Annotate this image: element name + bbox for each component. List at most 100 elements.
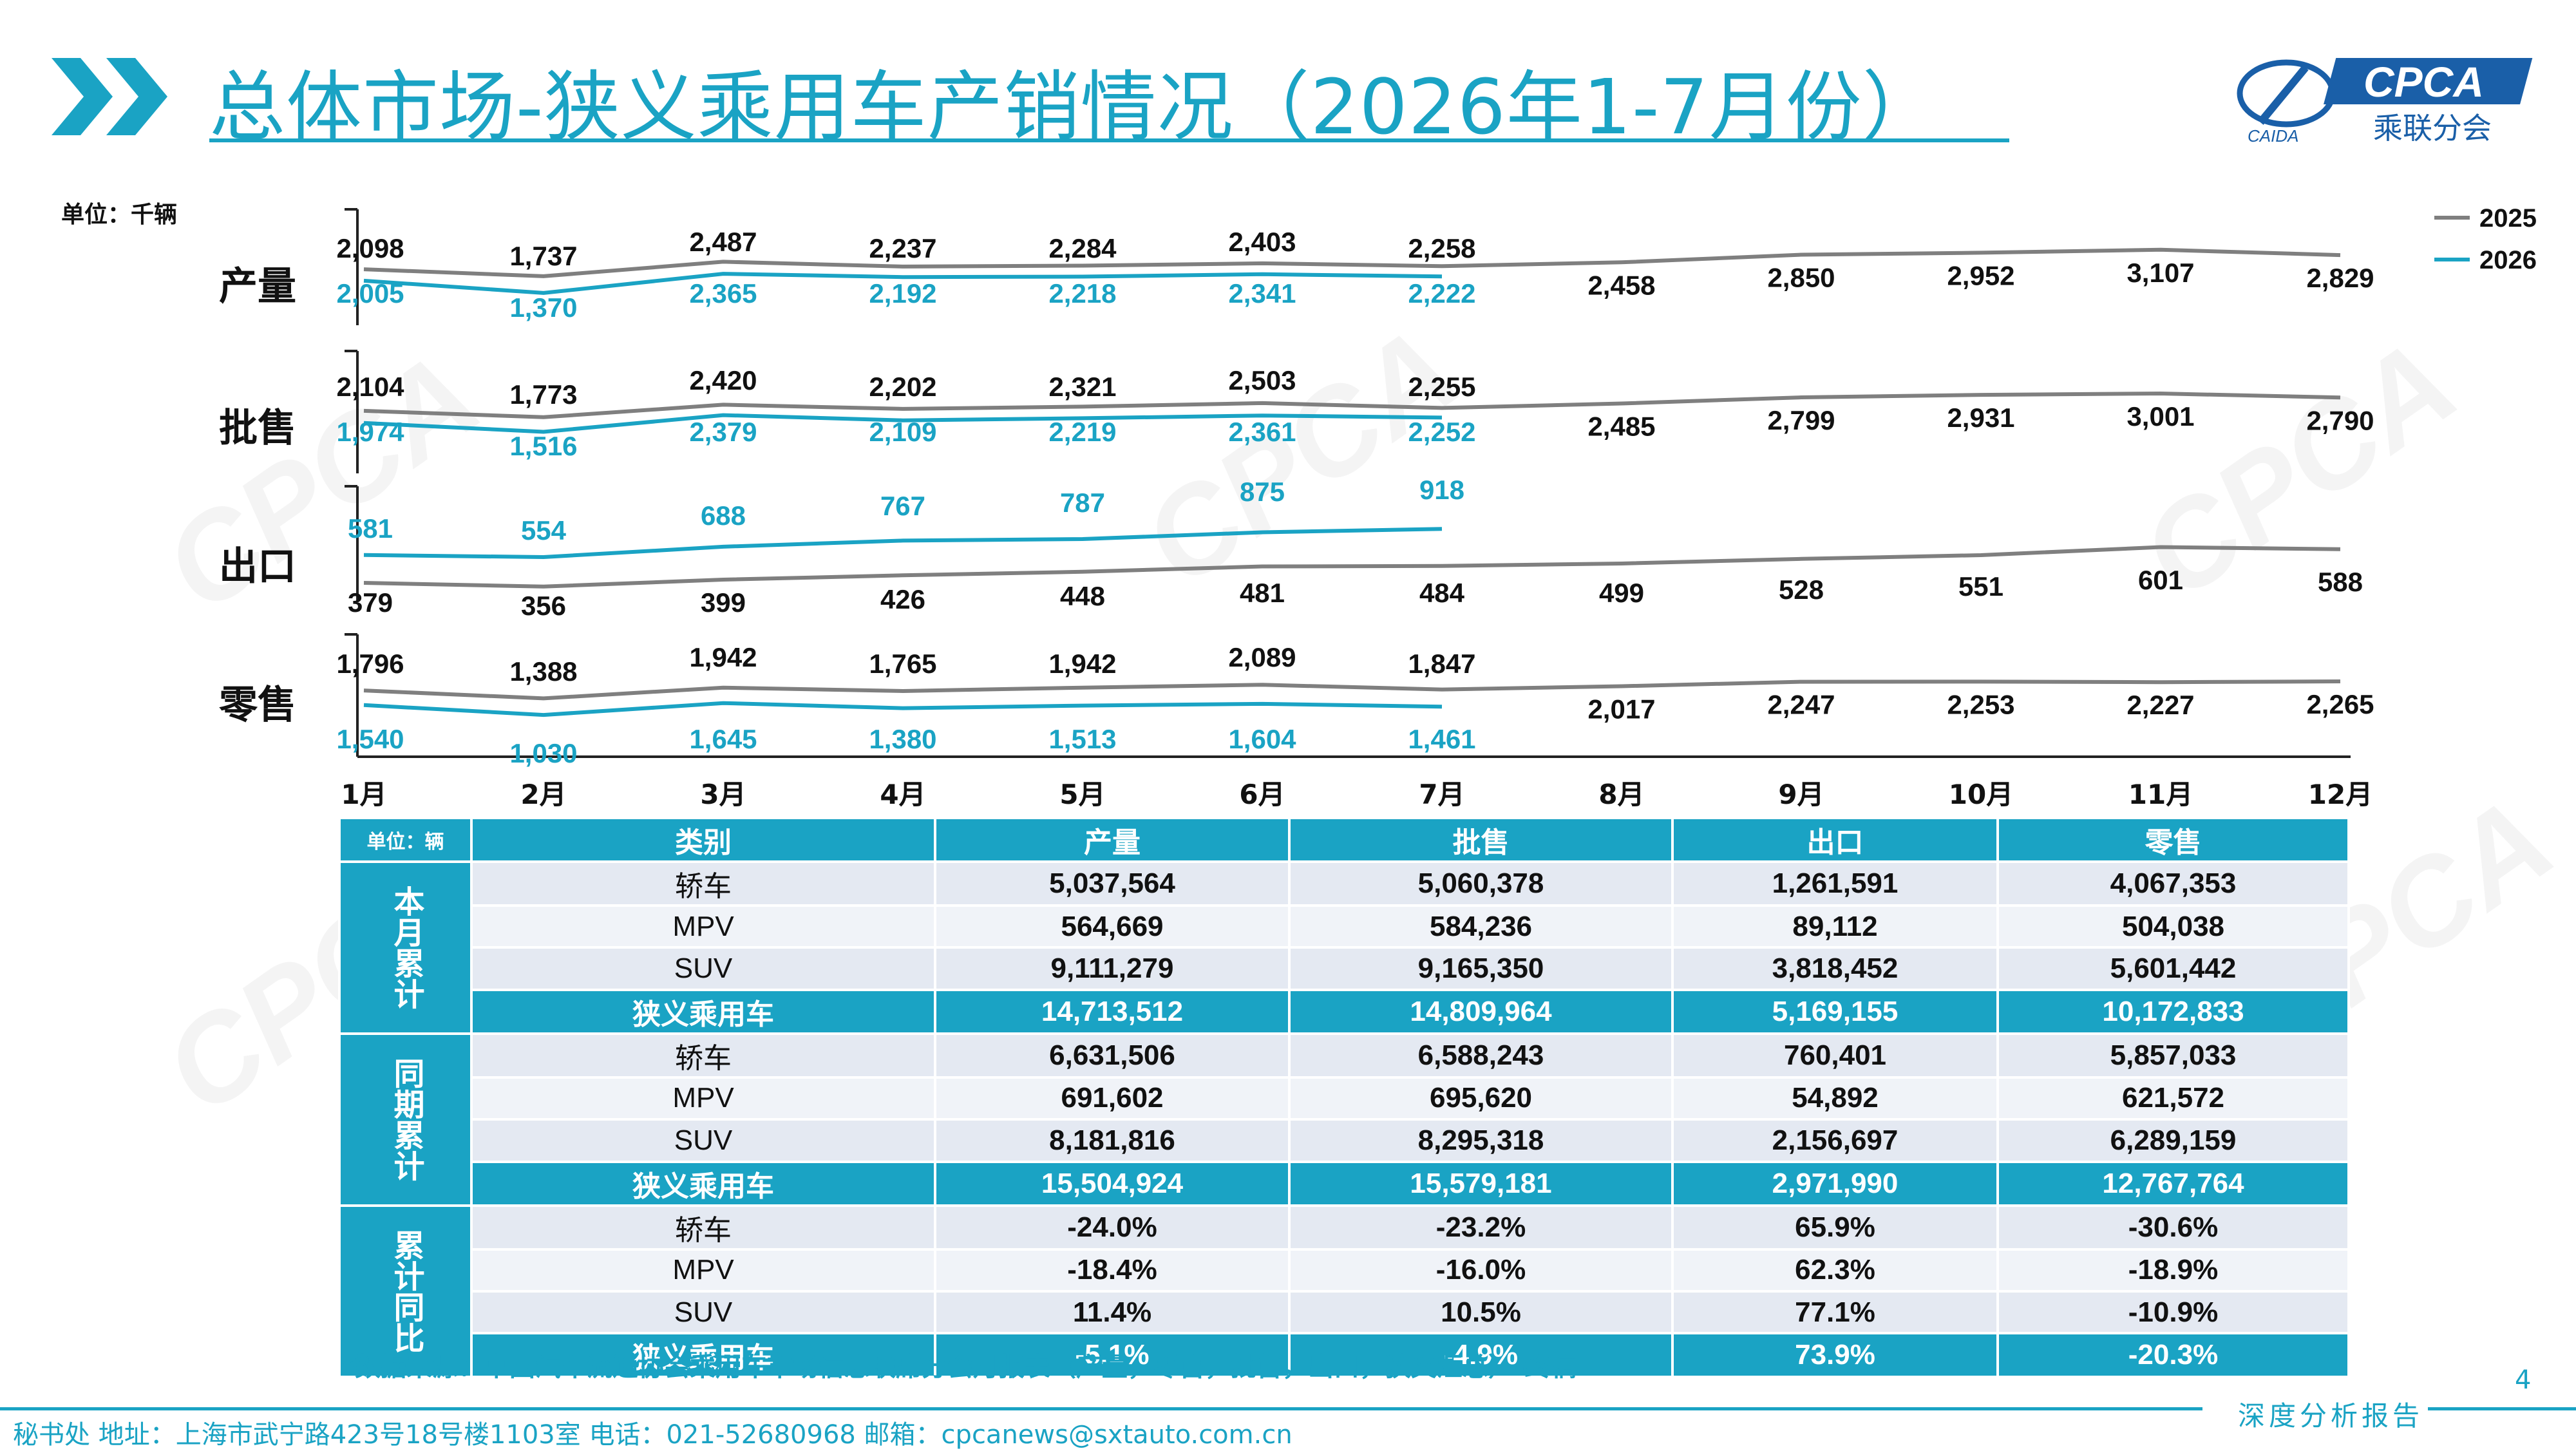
- x-tick-label: 7月: [1419, 779, 1464, 810]
- table-cell: 584,236: [1288, 904, 1674, 949]
- footer-divider: [2428, 1407, 2576, 1410]
- data-label: 2,361: [1228, 417, 1296, 447]
- logo-small: CAIDA: [2248, 126, 2298, 146]
- data-label: 2,265: [2306, 689, 2374, 719]
- panel-label: 批售: [219, 406, 296, 451]
- table-cell: 8,295,318: [1288, 1118, 1674, 1163]
- chart-unit-label: 单位：千辆: [61, 202, 177, 228]
- data-label: 2,790: [2306, 405, 2374, 435]
- table-cell: 4,067,353: [1996, 860, 2350, 907]
- table-cell: 65.9%: [1671, 1204, 1999, 1251]
- table-row: SUV 11.4% 10.5% 77.1% -10.9%: [339, 1289, 2350, 1335]
- x-tick-label: 5月: [1059, 779, 1105, 810]
- data-label: 1,796: [336, 649, 404, 679]
- table-cell: 5,169,155: [1671, 988, 1999, 1035]
- data-label: 581: [348, 513, 393, 544]
- table-cell: 3,818,452: [1671, 946, 1999, 991]
- footer-divider: [0, 1407, 2202, 1410]
- title-underline: [209, 138, 2009, 142]
- table-header: 零售: [1996, 817, 2350, 863]
- table-row: 狭义乘用车 -5.1% -4.9% 73.9% -20.3%: [339, 1332, 2350, 1379]
- table-cell: 12,767,764: [1996, 1160, 2350, 1207]
- table-row: MPV -18.4% -16.0% 62.3% -18.9%: [339, 1247, 2350, 1293]
- table-row: 本月累计 轿车 5,037,564 5,060,378 1,261,591 4,067,3…: [338, 860, 2350, 1035]
- table-cell: 89,112: [1671, 904, 1999, 949]
- table-header: 批售: [1288, 817, 1674, 863]
- data-label: 2,379: [689, 417, 757, 447]
- data-label: 2,829: [2306, 263, 2374, 293]
- data-label: 1,974: [336, 417, 404, 447]
- series-line-2026: [363, 272, 1443, 295]
- table-header: 出口: [1671, 817, 1999, 863]
- table-cell: 14,809,964: [1288, 988, 1674, 1035]
- data-label: 2,403: [1228, 227, 1296, 257]
- data-label: 3,001: [2126, 401, 2194, 432]
- table-cell: 77.1%: [1671, 1289, 1999, 1335]
- data-label: 426: [880, 584, 925, 614]
- data-label: 1,370: [509, 292, 577, 323]
- table-cell: 504,038: [1996, 904, 2350, 949]
- table-category: MPV: [470, 904, 936, 949]
- table-category: 狭义乘用车: [470, 988, 936, 1035]
- table-cell: -20.3%: [1996, 1332, 2350, 1379]
- table-category: SUV: [470, 1118, 936, 1163]
- table-category: SUV: [470, 1289, 936, 1335]
- data-label: 379: [348, 587, 393, 618]
- footer-contact: 秘书处 地址：上海市武宁路423号18号楼1103室 电话：021-526809…: [13, 1420, 1293, 1450]
- data-label: 2,252: [1408, 417, 1475, 447]
- panel-label: 出口: [219, 544, 296, 589]
- data-label: 787: [1060, 488, 1105, 518]
- data-label: 2,799: [1767, 405, 1835, 435]
- x-tick-label: 1月: [341, 779, 386, 810]
- table-cell: 54,892: [1671, 1076, 1999, 1121]
- table-cell: 691,602: [934, 1076, 1291, 1121]
- data-label: 2,952: [1947, 260, 2014, 290]
- x-tick-label: 2月: [520, 779, 566, 810]
- data-label: 2,850: [1767, 263, 1835, 293]
- panel-label: 零售: [219, 683, 296, 728]
- table-unit-label: 单位：辆: [338, 817, 473, 863]
- data-label: 1,942: [1048, 649, 1116, 679]
- data-label: 2,341: [1228, 278, 1296, 308]
- table-cell: 564,669: [934, 904, 1291, 949]
- cumulative-table: 单位：辆 类别 产量 批售 出口 零售 本月累计 轿车 5,037,564 5,060…: [338, 817, 2350, 1379]
- table-header: 类别: [470, 817, 936, 863]
- table-cell: 9,111,279: [934, 946, 1291, 991]
- logo-brand: CPCA: [2363, 58, 2484, 106]
- data-label: 1,942: [689, 642, 757, 672]
- table-category: MPV: [470, 1247, 936, 1293]
- table-cell: -30.6%: [1996, 1204, 2350, 1251]
- data-label: 2,237: [869, 233, 936, 263]
- table-cell: 1,261,591: [1671, 860, 1999, 907]
- data-label: 399: [701, 587, 746, 618]
- data-label: 2,487: [689, 227, 757, 257]
- legend-label: 2026: [2479, 246, 2537, 274]
- data-label: 2,104: [336, 372, 404, 402]
- table-cell: 10,172,833: [1996, 988, 2350, 1035]
- data-label: 2,365: [689, 278, 757, 308]
- table-category: 轿车: [470, 1032, 936, 1079]
- table-cell: 621,572: [1996, 1076, 2350, 1121]
- data-label: 2,321: [1048, 372, 1116, 402]
- table-row: SUV 9,111,279 9,165,350 3,818,452 5,601,442: [339, 946, 2350, 991]
- series-line-2025: [363, 392, 2341, 419]
- data-label: 1,765: [869, 649, 936, 679]
- data-label: 448: [1060, 581, 1105, 611]
- x-tick-label: 4月: [880, 779, 925, 810]
- data-label: 767: [880, 491, 925, 521]
- data-label: 2,485: [1587, 411, 1655, 441]
- sales-line-chart: 单位：千辆 2025 2026 1月 2月 3月 4月 5月 6月 7月 8月 9月 10月 11月 12月…: [61, 202, 2537, 810]
- x-tick-label: 10月: [1949, 779, 2013, 810]
- data-label: 588: [2318, 567, 2363, 597]
- data-label: 554: [521, 515, 567, 545]
- data-label: 2,005: [336, 278, 404, 308]
- data-label: 1,380: [869, 724, 936, 754]
- x-tick-label: 11月: [2128, 779, 2193, 810]
- data-label: 2,109: [869, 417, 936, 447]
- data-label: 481: [1240, 578, 1285, 608]
- data-label: 2,931: [1947, 403, 2014, 433]
- data-label: 2,202: [869, 372, 936, 402]
- series-line-2026: [363, 413, 1443, 434]
- data-label: 1,513: [1048, 724, 1116, 754]
- data-label: 484: [1419, 578, 1465, 608]
